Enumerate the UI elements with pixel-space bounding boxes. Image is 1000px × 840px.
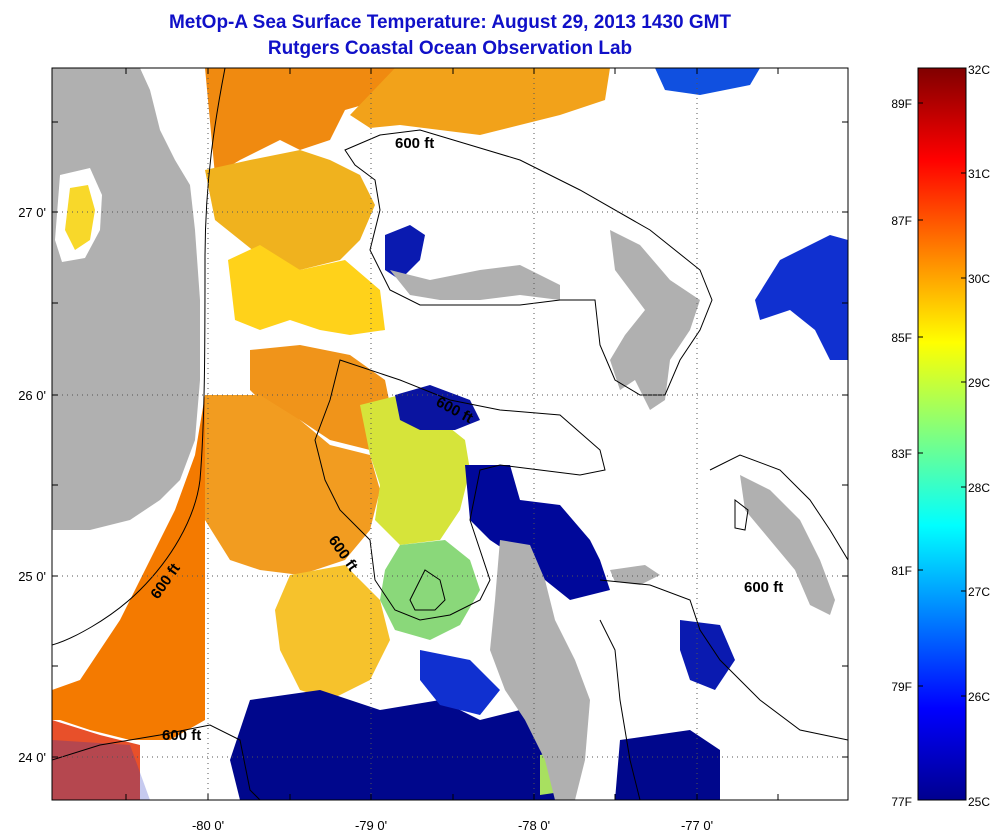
- lon-tick-label: -79 0': [355, 818, 387, 833]
- land-eleuthera: [740, 475, 835, 615]
- sst-southwest-patch: [52, 720, 140, 800]
- lake-okeechobee-sst: [65, 185, 95, 250]
- colorbar-f-label: 85F: [891, 331, 912, 345]
- colorbar-c-label: 26C: [968, 690, 990, 704]
- sst-warm-regions: [205, 68, 610, 700]
- lat-tick-label: 24 0': [18, 750, 46, 765]
- colorbar-c-label: 27C: [968, 585, 990, 599]
- colorbar-c-label: 30C: [968, 272, 990, 286]
- colorbar-c-label: 31C: [968, 167, 990, 181]
- colorbar: [917, 67, 967, 801]
- map-subtitle: Rutgers Coastal Ocean Observation Lab: [267, 38, 633, 59]
- isobath-label: 600 ft: [744, 579, 783, 596]
- map-border: [51, 67, 849, 801]
- colorbar-c-label: 25C: [968, 795, 990, 809]
- lon-tick-label: -78 0': [518, 818, 550, 833]
- land-new-providence: [610, 565, 660, 585]
- sst-western-warm-band: [52, 395, 205, 740]
- colorbar-c-label: 29C: [968, 376, 990, 390]
- colorbar-f-label: 87F: [891, 214, 912, 228]
- colorbar-f-label: 79F: [891, 680, 912, 694]
- land-andros: [490, 540, 590, 800]
- land-abaco: [610, 230, 700, 410]
- map-gridlines: [52, 68, 848, 800]
- colorbar-f-label: 89F: [891, 97, 912, 111]
- colorbar-f-label: 81F: [891, 564, 912, 578]
- map-ticks: [52, 68, 848, 800]
- map-title: MetOp-A Sea Surface Temperature: August …: [168, 12, 732, 33]
- isobath-contours: [52, 68, 848, 800]
- land-grand-bahama: [390, 265, 560, 300]
- colorbar-ticks: [918, 102, 966, 697]
- lat-tick-label: 25 0': [18, 569, 46, 584]
- lat-tick-label: 27 0': [18, 205, 46, 220]
- isobath-label: 600 ft: [395, 135, 434, 152]
- colorbar-f-label: 83F: [891, 447, 912, 461]
- lat-tick-label: 26 0': [18, 388, 46, 403]
- lon-tick-label: -77 0': [681, 818, 713, 833]
- isobath-label: 600 ft: [162, 727, 201, 744]
- colorbar-f-label: 77F: [891, 795, 912, 809]
- lon-tick-label: -80 0': [192, 818, 224, 833]
- colorbar-c-label: 32C: [968, 63, 990, 77]
- colorbar-c-label: 28C: [968, 481, 990, 495]
